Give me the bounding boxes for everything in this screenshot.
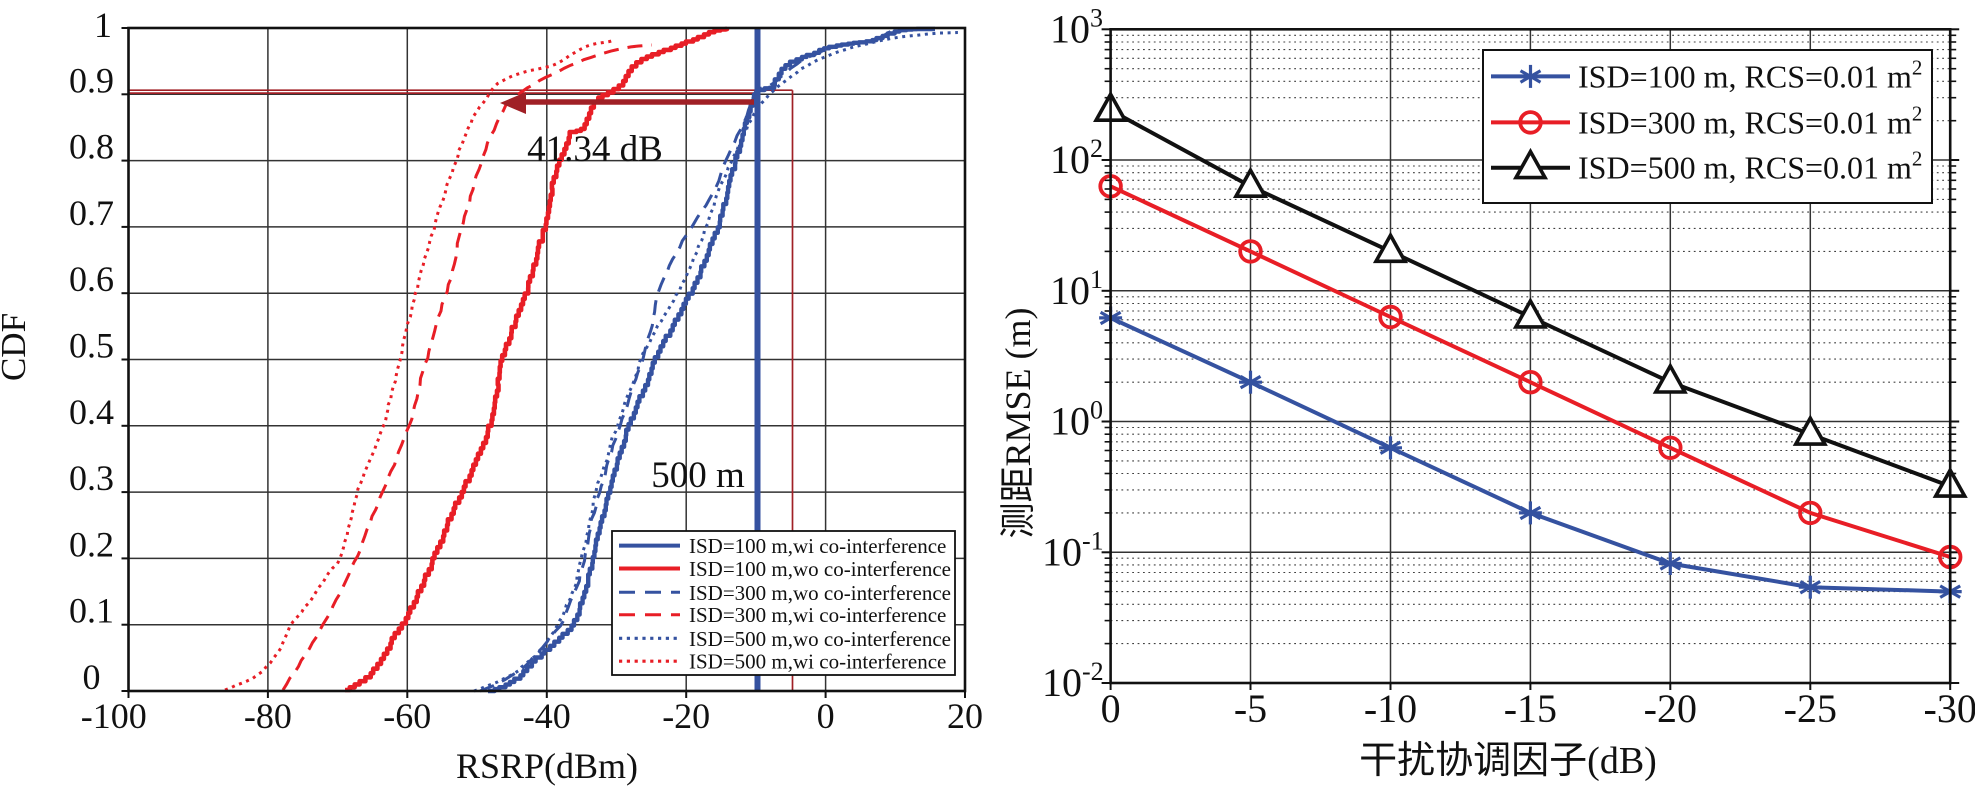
svg-text:测距RMSE (m): 测距RMSE (m) bbox=[998, 307, 1038, 538]
svg-text:0.9: 0.9 bbox=[69, 60, 114, 100]
svg-text:0.7: 0.7 bbox=[69, 193, 114, 233]
svg-text:102: 102 bbox=[1050, 134, 1103, 182]
svg-text:ISD=100 m,wo co-interference: ISD=100 m,wo co-interference bbox=[689, 557, 951, 581]
svg-text:0.2: 0.2 bbox=[69, 524, 114, 564]
svg-text:-10: -10 bbox=[1364, 686, 1417, 731]
svg-text:ISD=300 m, RCS=0.01 m2: ISD=300 m, RCS=0.01 m2 bbox=[1578, 101, 1922, 140]
svg-text:1: 1 bbox=[94, 5, 112, 45]
svg-text:20: 20 bbox=[947, 696, 983, 736]
svg-text:ISD=500 m,wi co-interference: ISD=500 m,wi co-interference bbox=[689, 650, 946, 674]
svg-text:41.34 dB: 41.34 dB bbox=[527, 129, 663, 170]
svg-text:-80: -80 bbox=[244, 696, 292, 736]
svg-text:500 m: 500 m bbox=[651, 455, 745, 496]
svg-text:-20: -20 bbox=[662, 696, 710, 736]
svg-text:0.5: 0.5 bbox=[69, 326, 114, 366]
svg-text:-40: -40 bbox=[523, 696, 571, 736]
svg-text:-100: -100 bbox=[81, 696, 147, 736]
svg-text:-15: -15 bbox=[1504, 686, 1557, 731]
svg-text:0.4: 0.4 bbox=[69, 392, 114, 432]
svg-text:ISD=100 m,wi co-interference: ISD=100 m,wi co-interference bbox=[689, 534, 946, 558]
svg-text:0.6: 0.6 bbox=[69, 259, 114, 299]
svg-text:0: 0 bbox=[83, 657, 101, 697]
svg-text:0: 0 bbox=[817, 696, 835, 736]
svg-text:干扰协调因子(dB): 干扰协调因子(dB) bbox=[1359, 740, 1657, 782]
svg-text:ISD=300 m,wo co-interference: ISD=300 m,wo co-interference bbox=[689, 581, 951, 605]
svg-text:0.1: 0.1 bbox=[69, 591, 114, 631]
svg-text:ISD=500 m, RCS=0.01 m2: ISD=500 m, RCS=0.01 m2 bbox=[1578, 147, 1922, 186]
svg-text:0.3: 0.3 bbox=[69, 458, 114, 498]
svg-text:10-2: 10-2 bbox=[1042, 657, 1104, 705]
svg-text:-20: -20 bbox=[1644, 686, 1697, 731]
svg-text:-25: -25 bbox=[1784, 686, 1837, 731]
svg-text:-60: -60 bbox=[383, 696, 431, 736]
svg-text:0.8: 0.8 bbox=[69, 127, 114, 167]
svg-text:0: 0 bbox=[1101, 686, 1121, 731]
svg-text:RSRP(dBm): RSRP(dBm) bbox=[456, 746, 638, 786]
svg-text:ISD=100 m, RCS=0.01 m2: ISD=100 m, RCS=0.01 m2 bbox=[1578, 55, 1922, 94]
svg-text:-30: -30 bbox=[1924, 686, 1975, 731]
svg-text:-5: -5 bbox=[1234, 686, 1267, 731]
svg-text:ISD=500 m,wo co-interference: ISD=500 m,wo co-interference bbox=[689, 627, 951, 651]
svg-text:ISD=300 m,wi co-interference: ISD=300 m,wi co-interference bbox=[689, 603, 946, 627]
svg-text:CDF: CDF bbox=[0, 313, 33, 381]
